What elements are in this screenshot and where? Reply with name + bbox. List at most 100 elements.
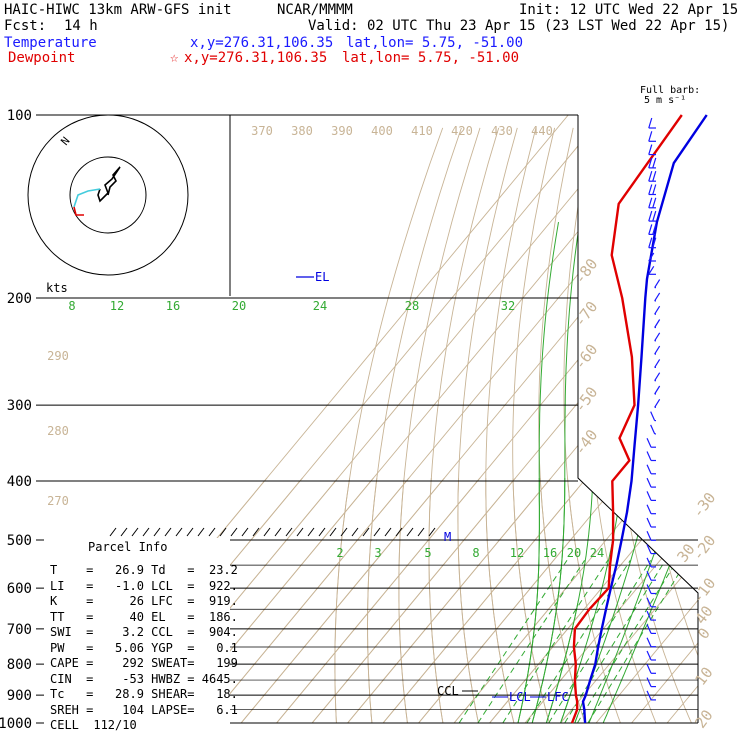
- isotherm-line: [276, 359, 578, 723]
- barb-flag: [648, 265, 655, 275]
- parcel-value: = -53: [86, 671, 152, 686]
- ccl-label: CCL: [437, 684, 459, 698]
- pressure-label: 400: [7, 474, 32, 490]
- hatch-mark: [252, 527, 260, 537]
- parcel-value: 23.2: [194, 563, 238, 577]
- wind-barb: [646, 584, 656, 595]
- isotherm-label: -40: [571, 426, 602, 458]
- wind-barb: [646, 677, 656, 688]
- hatch-mark: [120, 527, 128, 537]
- dry-adiabat-line: [457, 127, 518, 723]
- mixing-ratio-line: [587, 560, 688, 723]
- parcel-info-row: TT = 40 EL = 186.: [50, 611, 238, 623]
- barb-flag: [646, 584, 652, 594]
- dry-adiabat-line: [428, 478, 500, 723]
- barb-flag: [646, 477, 652, 488]
- isotherm-line: [489, 615, 578, 723]
- parcel-value: = 104: [86, 702, 152, 717]
- parcel-label: SWEAT=: [151, 656, 195, 670]
- wind-barb: [648, 171, 657, 182]
- moist-adiabat-label: 8: [68, 299, 75, 313]
- wind-barb: [654, 372, 661, 382]
- barb-flag: [654, 359, 661, 368]
- hatch-mark: [197, 527, 205, 537]
- pressure-label: 600: [7, 581, 32, 597]
- temperature-latlon: lat,lon= 5.75, -51.00: [346, 35, 524, 51]
- isotherm-label: -30: [689, 489, 720, 521]
- pressure-label: 700: [7, 622, 32, 638]
- mixing-ratio-label: 8: [472, 546, 479, 560]
- parcel-value: 919.: [194, 594, 238, 608]
- moist-adiabat-line: [517, 478, 559, 723]
- barb-flag: [648, 252, 655, 262]
- barb-flag: [648, 117, 653, 129]
- pressure-label: 1000: [0, 716, 32, 732]
- init-time: Init: 12 UTC Wed 22 Apr 15: [519, 2, 739, 18]
- theta-e-label: 380: [291, 124, 313, 138]
- hodograph-trace: [73, 206, 84, 216]
- dewpoint-xy: x,y=276.31,106.35: [184, 50, 328, 66]
- barb-flag: [654, 385, 661, 395]
- wind-barb: [654, 385, 661, 395]
- wind-barb: [648, 210, 657, 222]
- valid-time: Valid: 02 UTC Thu 23 Apr 15 (23 LST Wed …: [308, 18, 730, 34]
- barb-flag: [648, 197, 653, 208]
- el-label: EL: [315, 270, 329, 284]
- dry-adiabat-label: 280: [47, 424, 69, 438]
- hatch-mark: [131, 527, 139, 537]
- hatch-mark: [109, 527, 117, 537]
- isotherm-label: -10: [689, 574, 720, 606]
- star-icon: ☆: [170, 50, 179, 66]
- parcel-label: SREH: [50, 702, 87, 717]
- parcel-info-row: CIN = -53 HWBZ = 4645.: [50, 673, 238, 685]
- wind-barb: [646, 437, 656, 448]
- hatch-mark: [241, 527, 249, 537]
- mixing-ratio-line: [526, 560, 631, 723]
- parcel-label: SHEAR=: [151, 687, 195, 701]
- parcel-info-row: CAPE = 292 SWEAT= 199: [50, 657, 238, 669]
- mixing-ratio-line: [458, 560, 568, 723]
- parcel-label: SWI: [50, 625, 87, 639]
- barb-flag: [646, 517, 652, 528]
- parcel-value: = 5.06: [86, 640, 152, 655]
- isotherm-line: [585, 478, 698, 723]
- barb-flag: [648, 131, 653, 142]
- wind-barb: [654, 319, 661, 329]
- isotherm-line: [691, 478, 698, 723]
- moist-adiabat-line: [603, 222, 740, 723]
- parcel-label: CCL =: [151, 625, 195, 639]
- moist-adiabat-label: 12: [110, 299, 124, 313]
- parcel-label: LI: [50, 578, 87, 593]
- wind-barb: [646, 477, 656, 488]
- barb-flag: [654, 279, 661, 288]
- moist-adiabat-label: 20: [232, 299, 246, 313]
- hatch-mark: [164, 527, 172, 537]
- thermo-grid-lower: [52, 478, 698, 723]
- hatch-mark: [208, 527, 216, 537]
- barb-flag: [646, 624, 652, 634]
- parcel-label: LAPSE=: [151, 702, 195, 717]
- wind-barb: [654, 398, 661, 408]
- barb-flag: [646, 690, 652, 701]
- isotherm-line: [549, 478, 698, 723]
- wind-barb: [646, 517, 656, 528]
- hatch-mark: [373, 527, 381, 537]
- barb-flag: [646, 504, 652, 514]
- moist-adiabat-line: [545, 478, 606, 723]
- barb-flag: [646, 437, 652, 448]
- dry-adiabat-line: [334, 127, 444, 723]
- parcel-label: EL =: [151, 609, 195, 624]
- dewpoint-legend: Dewpoint: [8, 50, 76, 66]
- barb-flag: [654, 292, 661, 302]
- dry-adiabat-line: [563, 203, 578, 564]
- hatch-mark: [340, 527, 348, 537]
- moist-adiabat-label: 32: [501, 299, 515, 313]
- theta-e-label: 420: [451, 124, 473, 138]
- wind-barb: [646, 531, 656, 541]
- barb-flag: [654, 305, 661, 315]
- hatch-mark: [186, 527, 194, 537]
- hatch-mark: [395, 527, 403, 537]
- hatch-mark: [263, 527, 271, 537]
- barb-flag: [650, 424, 656, 435]
- org-name: NCAR/MMMM: [277, 2, 353, 18]
